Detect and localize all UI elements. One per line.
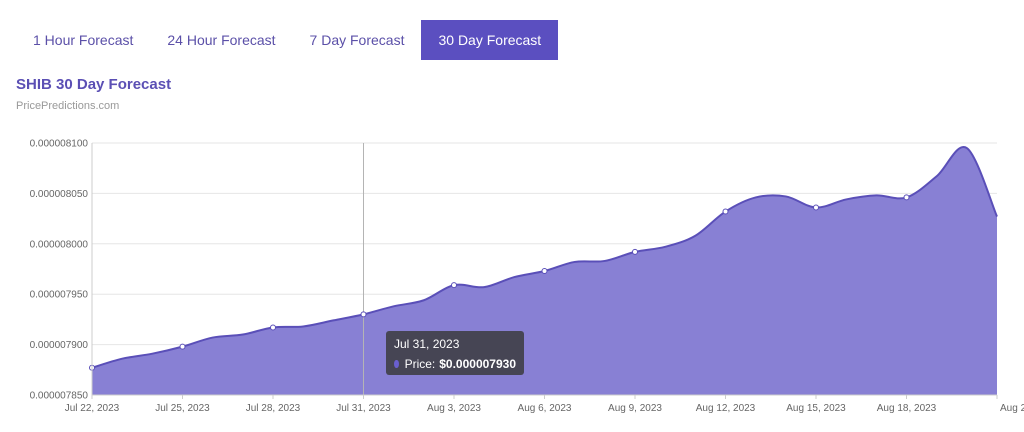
x-tick-label: Jul 22, 2023 bbox=[65, 403, 120, 414]
x-tick-label: Aug 6, 2023 bbox=[518, 403, 572, 414]
y-tick-label: 0.000007950 bbox=[30, 290, 89, 301]
y-tick-label: 0.000007900 bbox=[30, 340, 89, 351]
y-tick-label: 0.000008000 bbox=[30, 239, 89, 250]
y-tick-label: 0.000008050 bbox=[30, 189, 89, 200]
x-tick-label: Aug 12, 2023 bbox=[696, 403, 756, 414]
tab-30-day-forecast[interactable]: 30 Day Forecast bbox=[421, 20, 559, 60]
x-tick-label: Jul 31, 2023 bbox=[336, 403, 391, 414]
x-tick-label: Aug 9, 2023 bbox=[608, 403, 662, 414]
price-tooltip: Jul 31, 2023 Price: $0.000007930 bbox=[386, 331, 524, 375]
x-tick-label: Aug 3, 2023 bbox=[427, 403, 481, 414]
x-tick-label: Aug 21, 2 bbox=[1000, 403, 1024, 414]
x-tick-label: Aug 18, 2023 bbox=[877, 403, 937, 414]
data-point[interactable] bbox=[813, 204, 819, 211]
tab-24-hour-forecast[interactable]: 24 Hour Forecast bbox=[167, 32, 276, 48]
price-area bbox=[92, 146, 997, 395]
tab-7-day-forecast[interactable]: 7 Day Forecast bbox=[309, 32, 405, 48]
data-point[interactable] bbox=[903, 194, 910, 201]
price-chart[interactable]: 0.000008100 0.000008050 0.000008000 0.00000… bbox=[0, 130, 1024, 430]
data-point[interactable] bbox=[179, 343, 186, 350]
tooltip-label: Price: bbox=[404, 357, 436, 371]
tooltip-value: $0.000007930 bbox=[439, 357, 516, 371]
series-color-icon bbox=[394, 360, 399, 368]
x-tick-label: Aug 15, 2023 bbox=[786, 403, 846, 414]
tooltip-row: Price: $0.000007930 bbox=[394, 357, 516, 371]
data-point[interactable] bbox=[541, 268, 548, 275]
chart-title: SHIB 30 Day Forecast bbox=[16, 76, 172, 93]
x-tick-label: Jul 28, 2023 bbox=[246, 403, 301, 414]
tab-1-hour-forecast[interactable]: 1 Hour Forecast bbox=[33, 32, 134, 48]
tooltip-date: Jul 31, 2023 bbox=[394, 337, 460, 351]
data-point[interactable] bbox=[722, 208, 729, 215]
x-axis-ticks: Jul 22, 2023 Jul 25, 2023 Jul 28, 2023 Jul … bbox=[65, 395, 1024, 414]
y-tick-label: 0.000007850 bbox=[30, 391, 89, 402]
forecast-tabs: 1 Hour Forecast 24 Hour Forecast 7 Day F… bbox=[16, 20, 559, 60]
chart-subtitle: PricePredictions.com bbox=[16, 100, 120, 112]
y-tick-label: 0.000008100 bbox=[30, 139, 89, 150]
data-point[interactable] bbox=[451, 282, 457, 289]
y-axis-ticks: 0.000008100 0.000008050 0.000008000 0.00000… bbox=[30, 139, 89, 402]
data-point[interactable] bbox=[270, 324, 276, 331]
data-point[interactable] bbox=[360, 311, 367, 318]
x-tick-label: Jul 25, 2023 bbox=[155, 403, 210, 414]
data-point[interactable] bbox=[632, 248, 638, 255]
data-point-markers bbox=[89, 194, 910, 371]
